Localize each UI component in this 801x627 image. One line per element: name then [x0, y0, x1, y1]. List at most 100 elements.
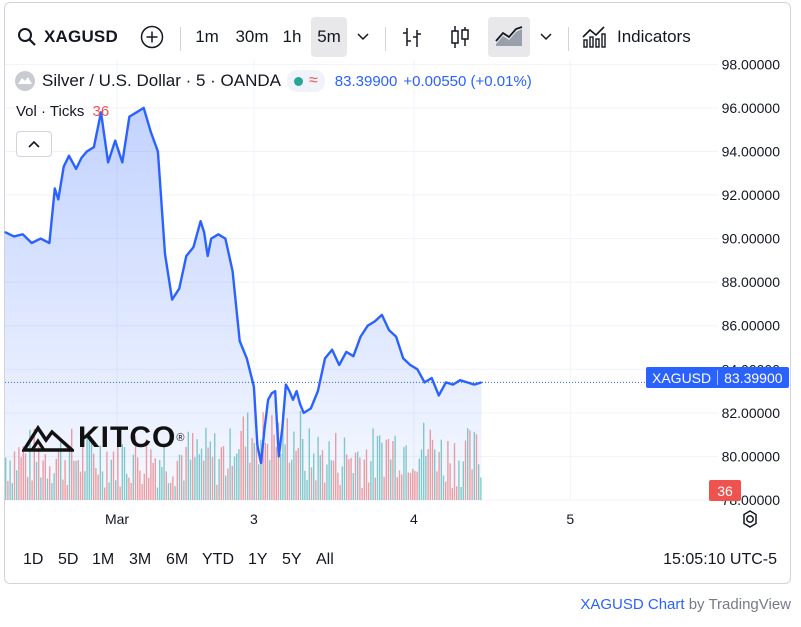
last-price: 83.39900 — [334, 72, 398, 90]
range-3m-button[interactable]: 3M — [129, 551, 152, 568]
volume-value: 36 — [92, 103, 110, 120]
interval-30m-button[interactable]: 30m — [235, 27, 269, 46]
kitco-mountain-icon — [22, 424, 74, 452]
price-point — [231, 270, 234, 272]
range-ytd-button[interactable]: YTD — [202, 551, 234, 568]
price-point — [203, 231, 205, 233]
indicators-label: Indicators — [617, 27, 691, 46]
market-status-pill[interactable]: ≈ — [287, 70, 325, 92]
price-point — [338, 364, 340, 366]
price-point — [128, 116, 131, 118]
price-point — [13, 235, 15, 238]
area-chart-icon — [495, 26, 523, 46]
price-point — [260, 462, 262, 464]
price-point — [256, 444, 259, 447]
price-point — [150, 131, 152, 133]
price-point — [473, 383, 475, 386]
silver-symbol-icon — [15, 71, 35, 91]
price-area-fill — [5, 107, 482, 501]
x-tick-label: 5 — [566, 511, 574, 527]
price-point — [4, 231, 6, 233]
bar-chart-style-button[interactable] — [397, 17, 427, 57]
price-point — [388, 329, 390, 331]
range-5y-button[interactable]: 5Y — [282, 551, 302, 568]
timezone-clock[interactable]: 15:05:10 UTC-5 — [663, 551, 777, 568]
range-1y-button[interactable]: 1Y — [248, 551, 268, 568]
candles-chart-style-button[interactable] — [445, 17, 475, 57]
compare-symbol-button[interactable] — [137, 17, 167, 57]
price-point — [317, 390, 319, 392]
range-all-button[interactable]: All — [316, 551, 334, 568]
price-point — [57, 198, 59, 201]
indicators-button[interactable]: Indicators — [581, 17, 703, 57]
price-point — [185, 255, 187, 257]
price-point — [288, 390, 291, 392]
x-tick-label: 3 — [250, 511, 258, 527]
price-point — [402, 357, 404, 360]
attribution-chart-link[interactable]: XAGUSD Chart — [580, 596, 685, 613]
price-point — [374, 320, 376, 322]
ohlc-bars-icon — [403, 28, 421, 47]
price-point — [192, 246, 195, 248]
price-point — [107, 161, 109, 163]
attribution-by: by TradingView — [684, 596, 791, 613]
range-1d-button[interactable]: 1D — [23, 551, 44, 568]
y-tick-label: 86.00000 — [722, 318, 781, 334]
interval-dropdown-button[interactable] — [353, 17, 373, 57]
y-tick-label: 90.00000 — [722, 231, 781, 247]
price-point — [207, 255, 209, 257]
price-point — [438, 394, 440, 397]
delayed-data-icon: ≈ — [309, 72, 318, 89]
price-point — [331, 349, 333, 351]
range-6m-button[interactable]: 6M — [166, 551, 189, 568]
collapse-legend-button[interactable] — [16, 131, 52, 157]
symbol-search[interactable]: XAGUSD — [13, 17, 135, 57]
toolbar-separator — [568, 27, 569, 51]
price-badge-symbol: XAGUSD — [652, 369, 712, 386]
price-point — [171, 299, 173, 301]
price-badge-divider — [717, 370, 719, 385]
price-point — [480, 381, 483, 383]
volume-legend: Vol · Ticks 36 — [16, 103, 109, 120]
price-point — [292, 399, 294, 401]
price-point — [345, 351, 347, 353]
price-point — [63, 166, 65, 168]
kitco-wordmark: KITCO — [78, 421, 177, 454]
volume-badge: 36 — [709, 480, 741, 501]
price-point — [459, 379, 461, 381]
price-point — [143, 107, 145, 109]
gear-icon — [743, 510, 757, 528]
price-point — [48, 242, 51, 244]
chart-style-dropdown-button[interactable] — [536, 17, 556, 57]
registered-mark-icon: ® — [176, 432, 185, 444]
interval-5m-button[interactable]: 5m — [311, 17, 347, 57]
range-1m-button[interactable]: 1M — [92, 551, 115, 568]
toolbar-separator — [385, 27, 386, 51]
price-area — [4, 106, 645, 501]
price-point — [253, 386, 255, 388]
price-point — [352, 355, 355, 357]
market-open-dot-icon — [294, 76, 303, 86]
price-point — [68, 155, 70, 157]
price-point — [285, 383, 287, 386]
price-point — [135, 111, 138, 113]
price-point — [303, 412, 305, 414]
price-point — [93, 146, 95, 148]
interval-1h-button[interactable]: 1h — [282, 27, 302, 46]
price-change: +0.00550 (+0.01%) — [403, 72, 532, 90]
price-point — [310, 407, 312, 410]
axis-settings-button[interactable] — [740, 509, 760, 534]
price-point — [267, 399, 269, 401]
range-bar: 1D 5D 1M 3M 6M YTD 1Y 5Y All 15:05:10 UT… — [5, 538, 790, 582]
x-tick-label: 4 — [410, 511, 418, 527]
area-chart-style-button[interactable] — [488, 17, 530, 57]
price-point — [281, 427, 283, 429]
chevron-up-icon — [28, 140, 40, 148]
price-point — [367, 325, 369, 327]
range-5d-button[interactable]: 5D — [58, 551, 79, 568]
interval-1m-button[interactable]: 1m — [195, 27, 219, 46]
price-point — [121, 161, 123, 163]
price-point — [263, 427, 266, 429]
price-point — [178, 288, 180, 290]
